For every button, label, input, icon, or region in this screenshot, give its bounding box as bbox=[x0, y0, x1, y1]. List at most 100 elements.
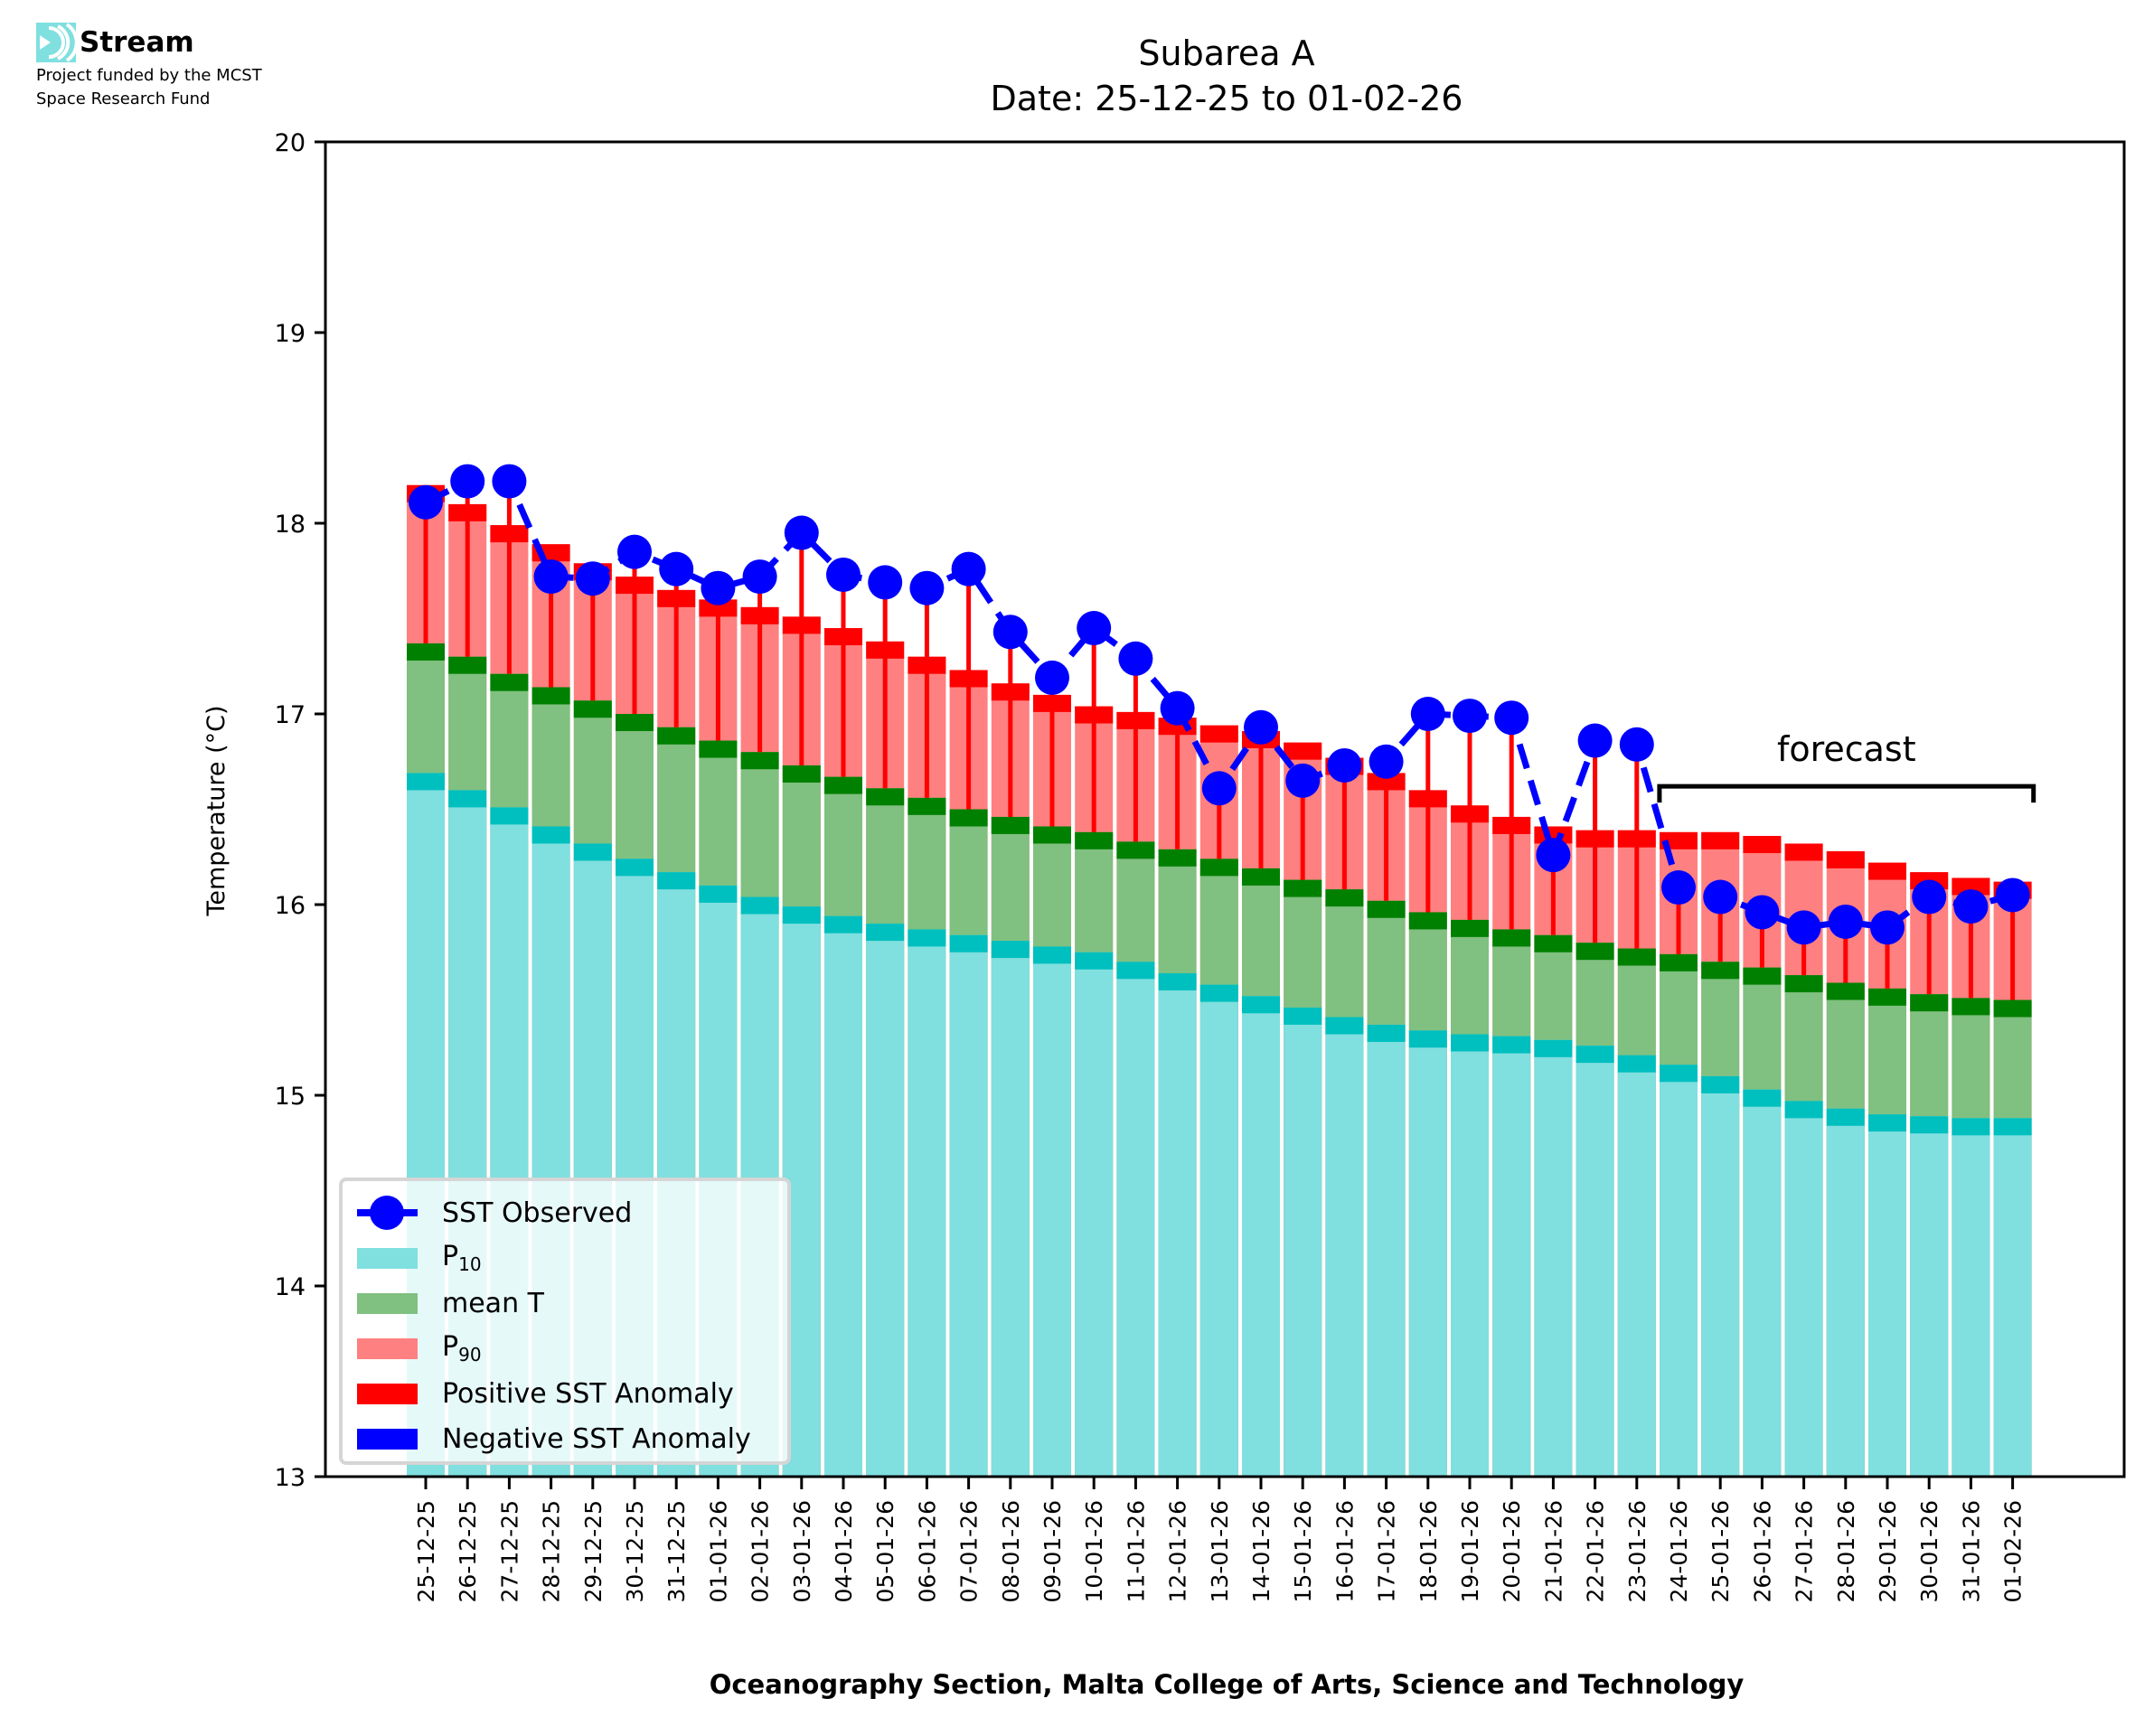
bar-mean-edge bbox=[1451, 919, 1489, 937]
bar-p10-edge bbox=[531, 826, 570, 844]
sst-point bbox=[826, 557, 861, 592]
sst-point bbox=[1745, 895, 1780, 930]
bar-mean-edge bbox=[1242, 868, 1280, 886]
x-tick-label: 26-12-25 bbox=[455, 1500, 481, 1602]
x-tick-label: 05-01-26 bbox=[872, 1500, 898, 1602]
sst-point bbox=[1703, 879, 1738, 915]
chart-subtitle: Date: 25-12-25 to 01-02-26 bbox=[991, 79, 1463, 118]
bar-p90-edge bbox=[1952, 877, 1990, 896]
bar-p10 bbox=[1199, 984, 1238, 1477]
bar-p10-edge bbox=[1534, 1039, 1573, 1057]
sst-point bbox=[909, 570, 945, 605]
legend-swatch-p90 bbox=[357, 1337, 418, 1359]
sst-point bbox=[1619, 727, 1654, 762]
bar-p10-edge bbox=[1199, 984, 1238, 1002]
sst-point bbox=[1786, 910, 1821, 945]
legend-label: P10 bbox=[442, 1241, 482, 1275]
bar-mean-edge bbox=[616, 714, 654, 731]
x-tick-label: 23-01-26 bbox=[1624, 1500, 1651, 1602]
chart-title: Subarea A bbox=[1138, 33, 1314, 73]
bar-p10 bbox=[991, 941, 1030, 1477]
x-tick-label: 06-01-26 bbox=[914, 1500, 940, 1602]
x-axis-label: Oceanography Section, Malta College of A… bbox=[710, 1669, 1745, 1700]
bar-p10-edge bbox=[740, 896, 779, 915]
x-tick-label: 27-12-25 bbox=[496, 1500, 522, 1602]
x-tick-label: 22-01-26 bbox=[1583, 1500, 1609, 1602]
legend-swatch-positive bbox=[357, 1383, 418, 1404]
bar-p90-edge bbox=[1284, 742, 1322, 760]
bar-mean-edge bbox=[782, 765, 821, 783]
bar-p10 bbox=[824, 915, 862, 1477]
plot-frame bbox=[324, 140, 2126, 1478]
bar-p10-edge bbox=[448, 790, 487, 808]
x-tick-label: 28-01-26 bbox=[1833, 1500, 1859, 1602]
bar-p10-edge bbox=[1743, 1089, 1782, 1107]
y-tick-label: 16 bbox=[275, 892, 306, 920]
anomaly-stems-layer bbox=[423, 481, 2016, 1000]
bar-p10 bbox=[1408, 1030, 1447, 1477]
y-tick-label: 13 bbox=[275, 1464, 306, 1492]
sst-point bbox=[1912, 879, 1947, 915]
sst-point bbox=[659, 551, 694, 586]
x-tick-label: 30-12-25 bbox=[622, 1500, 648, 1602]
x-tick-label: 19-01-26 bbox=[1457, 1500, 1483, 1602]
x-tick-label: 28-12-25 bbox=[539, 1500, 565, 1602]
bar-p10-edge bbox=[1701, 1075, 1740, 1093]
sst-point bbox=[951, 551, 986, 586]
bar-p10-edge bbox=[1242, 996, 1280, 1014]
sst-point bbox=[1035, 660, 1069, 695]
legend-marker-sst bbox=[357, 1195, 418, 1231]
sst-point bbox=[575, 561, 610, 596]
legend-swatch-mean bbox=[357, 1292, 418, 1314]
sst-point bbox=[1661, 870, 1696, 906]
bar-p90-edge bbox=[1743, 836, 1782, 854]
sst-point bbox=[492, 464, 527, 499]
x-tick-label: 18-01-26 bbox=[1416, 1500, 1442, 1602]
bar-p10 bbox=[1492, 1036, 1531, 1477]
bar-p10-edge bbox=[573, 843, 612, 861]
bar-p10-edge bbox=[1116, 962, 1155, 980]
bar-p10 bbox=[1116, 962, 1155, 1477]
sst-point bbox=[450, 464, 485, 499]
x-tick-label: 14-01-26 bbox=[1248, 1500, 1275, 1602]
sst-point bbox=[1077, 611, 1112, 646]
bar-mean-edge bbox=[1910, 994, 1949, 1012]
bar-mean-edge bbox=[531, 687, 570, 705]
y-tick-labels: 13 14 15 16 17 18 19 20 bbox=[275, 129, 306, 1492]
bar-mean-edge bbox=[1743, 967, 1782, 985]
legend-label: mean T bbox=[442, 1287, 544, 1319]
bar-p10-edge bbox=[1576, 1046, 1614, 1064]
bar-p90-edge bbox=[1826, 850, 1865, 868]
y-axis-label: Temperature (°C) bbox=[202, 705, 230, 916]
bar-p10-edge bbox=[1952, 1118, 1990, 1136]
sst-point bbox=[1201, 771, 1237, 806]
sst-point bbox=[1453, 699, 1487, 734]
bar-p10-edge bbox=[1868, 1114, 1906, 1132]
sst-point bbox=[1577, 723, 1613, 758]
x-tick-label: 29-12-25 bbox=[580, 1500, 607, 1602]
x-tick-label: 13-01-26 bbox=[1207, 1500, 1233, 1602]
sst-point bbox=[1828, 904, 1863, 939]
bar-p10 bbox=[1158, 972, 1197, 1477]
bar-p10-edge bbox=[1075, 952, 1114, 970]
bar-mean-edge bbox=[1492, 929, 1531, 947]
bar-p10-edge bbox=[1993, 1118, 2032, 1136]
sst-point bbox=[617, 534, 652, 569]
bar-p90-edge bbox=[1868, 862, 1906, 880]
x-tick-label: 11-01-26 bbox=[1123, 1500, 1149, 1602]
bar-p90-edge bbox=[1784, 843, 1823, 861]
x-tick-label: 30-01-26 bbox=[1916, 1500, 1942, 1602]
sst-point bbox=[1995, 877, 2030, 913]
sst-point bbox=[992, 615, 1028, 650]
x-tick-label: 10-01-26 bbox=[1081, 1500, 1107, 1602]
sst-point bbox=[1244, 709, 1278, 745]
bar-p10 bbox=[1826, 1108, 1865, 1477]
logo-funding-line1: Project funded by the MCST bbox=[36, 66, 262, 85]
y-tick-label: 19 bbox=[275, 320, 306, 348]
x-tick-label: 20-01-26 bbox=[1499, 1500, 1525, 1602]
bar-p10 bbox=[949, 934, 988, 1477]
bar-p10 bbox=[1743, 1089, 1782, 1477]
bar-mean-edge bbox=[699, 740, 738, 758]
logo-name: Stream bbox=[80, 26, 194, 59]
bar-p10-edge bbox=[1910, 1116, 1949, 1134]
